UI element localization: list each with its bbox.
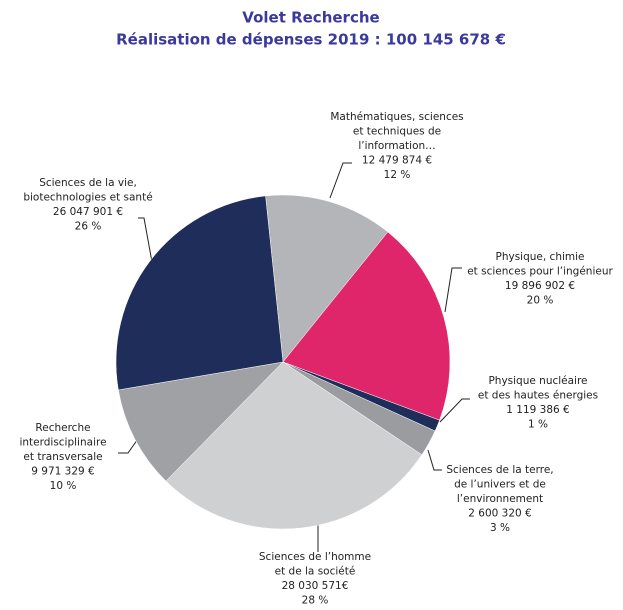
slice-label-line: et de la société bbox=[275, 566, 356, 578]
slice-label-line: et transversale bbox=[23, 451, 102, 463]
value-label: 2 600 320 € bbox=[468, 508, 531, 520]
slice-label-line: et techniques de bbox=[353, 126, 441, 138]
leader-line bbox=[138, 217, 153, 263]
value-label: 12 479 874 € bbox=[362, 155, 432, 167]
slice-label-line: Mathématiques, sciences bbox=[330, 111, 463, 123]
slice-label-line: Physique, chimie bbox=[496, 251, 585, 263]
percent-label: 10 % bbox=[50, 480, 77, 492]
leader-line bbox=[439, 398, 470, 423]
slice-label: Sciences de la terre, de l’univers et de l… bbox=[446, 464, 553, 505]
slice-label-line: et des hautes énergies bbox=[478, 390, 598, 402]
percent-label: 28 % bbox=[302, 595, 329, 607]
slice-label-line: Recherche bbox=[35, 422, 90, 434]
slice-label-line: Physique nucléaire bbox=[488, 375, 587, 387]
slice-label-line: l’environnement bbox=[457, 493, 543, 505]
slice-label-line: l’information… bbox=[358, 140, 435, 152]
slice-label: Physique, chimie et sciences pour l’ingén… bbox=[467, 251, 613, 278]
slice-label: Recherche interdisciplinaire et transversa… bbox=[19, 422, 106, 463]
chart-subtitle: Réalisation de dépenses 2019 : 100 145 6… bbox=[116, 31, 506, 49]
pie-slice bbox=[282, 231, 451, 421]
slice-label-line: Sciences de l’homme bbox=[259, 551, 371, 563]
pie-slice bbox=[165, 361, 423, 530]
leader-lines bbox=[118, 162, 470, 552]
leader-line bbox=[329, 162, 352, 199]
percent-label: 3 % bbox=[490, 522, 510, 534]
pie-slice bbox=[115, 195, 284, 391]
percent-label: 20 % bbox=[527, 295, 554, 307]
slice-label: Physique nucléaire et des hautes énergies bbox=[478, 375, 598, 402]
leader-line bbox=[444, 267, 462, 313]
percent-label: 1 % bbox=[528, 419, 548, 431]
value-label: 1 119 386 € bbox=[506, 404, 569, 416]
slice-label-line: et sciences pour l’ingénieur bbox=[467, 266, 613, 278]
pie-slice bbox=[265, 194, 389, 363]
slice-label-line: Sciences de la terre, bbox=[446, 464, 553, 476]
slice-label-line: biotechnologies et santé bbox=[23, 192, 152, 204]
percent-label: 12 % bbox=[384, 169, 411, 181]
value-label: 9 971 329 € bbox=[31, 466, 94, 478]
slice-label-line: Sciences de la vie, bbox=[39, 177, 137, 189]
value-label: 28 030 571€ bbox=[282, 580, 349, 592]
value-label: 19 896 902 € bbox=[505, 280, 575, 292]
pie-slice bbox=[118, 361, 284, 482]
percent-label: 26 % bbox=[75, 221, 102, 233]
slice-label-line: de l’univers et de bbox=[454, 479, 546, 491]
value-label: 26 047 901 € bbox=[53, 206, 123, 218]
slice-label: Sciences de la vie, biotechnologies et sa… bbox=[23, 177, 152, 204]
leader-line bbox=[427, 449, 442, 471]
slice-label: Sciences de l’homme et de la société bbox=[259, 551, 371, 578]
chart-title: Volet Recherche bbox=[242, 9, 379, 27]
slice-label: Mathématiques, sciences et techniques de l… bbox=[330, 111, 463, 152]
pie bbox=[115, 194, 451, 530]
slice-label-line: interdisciplinaire bbox=[19, 437, 106, 449]
